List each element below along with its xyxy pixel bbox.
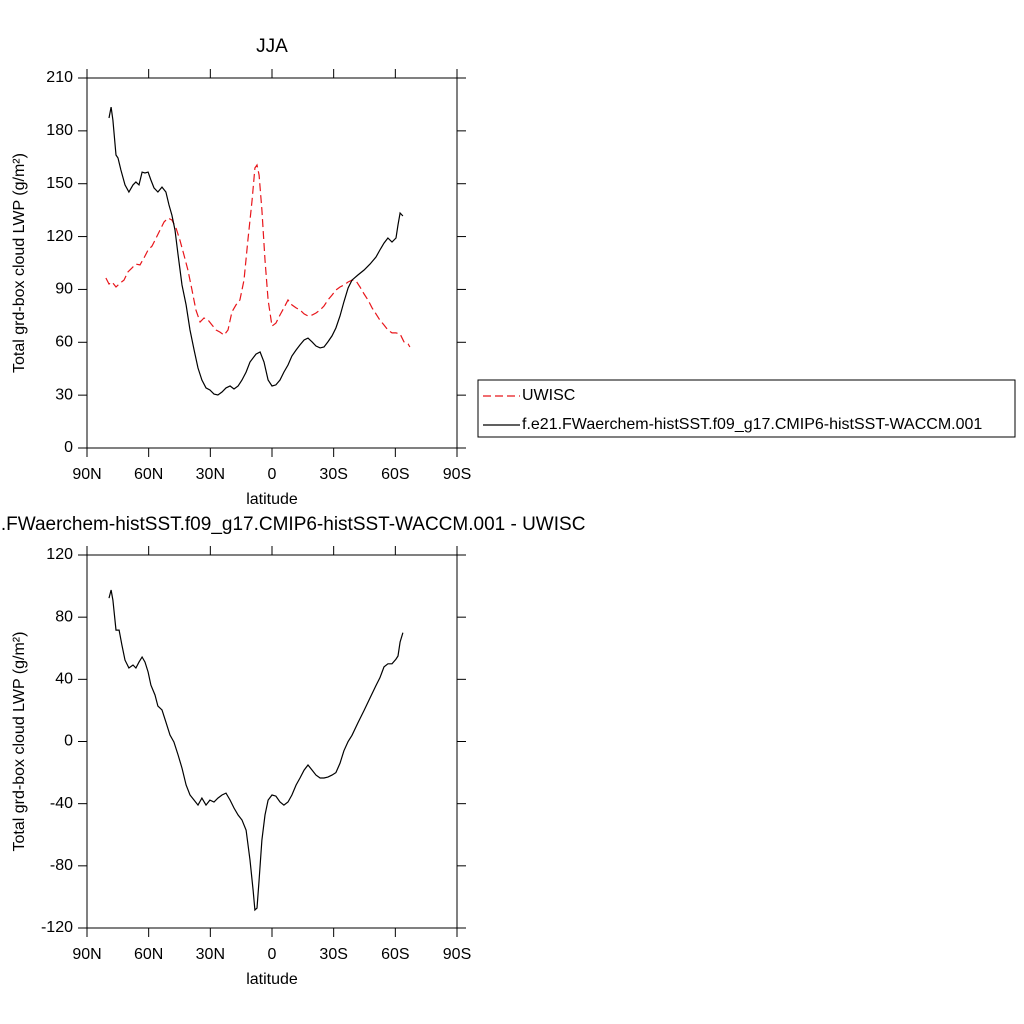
y-tick-label: 80 (55, 608, 73, 625)
x-tick-label: 60S (381, 946, 409, 963)
x-tick-label: 30N (196, 946, 225, 963)
y-tick-label: 90 (55, 281, 73, 298)
legend-label: UWISC (522, 387, 575, 404)
plot-frame (86, 554, 458, 929)
x-tick-label: 30S (319, 466, 347, 483)
y-tick-label: 30 (55, 386, 73, 403)
y-axis-label: Total grd-box cloud LWP (g/m²) (11, 153, 28, 373)
legend-label: f.e21.FWaerchem-histSST.f09_g17.CMIP6-hi… (522, 416, 982, 433)
x-axis-label: latitude (246, 491, 298, 508)
y-tick-label: 60 (55, 334, 73, 351)
x-tick-label: 90S (443, 946, 471, 963)
data-line (105, 163, 411, 348)
x-tick-label: 0 (268, 946, 277, 963)
plot-frame (86, 77, 458, 449)
chart-title: JJA (256, 36, 288, 57)
data-line (108, 589, 404, 912)
x-tick-label: 60N (134, 466, 163, 483)
y-tick-label: 0 (64, 733, 73, 750)
x-tick-label: 60S (381, 466, 409, 483)
legend-box (477, 379, 1016, 438)
y-tick-label: -80 (50, 857, 73, 874)
x-tick-label: 30S (319, 946, 347, 963)
y-axis-label: Total grd-box cloud LWP (g/m²) (11, 632, 28, 852)
x-tick-label: 60N (134, 946, 163, 963)
y-tick-label: 180 (46, 122, 73, 139)
y-tick-label: 0 (64, 439, 73, 456)
data-line (108, 106, 404, 396)
y-tick-label: 210 (46, 69, 73, 86)
y-tick-label: 120 (46, 546, 73, 563)
x-tick-label: 30N (196, 466, 225, 483)
y-tick-label: 40 (55, 671, 73, 688)
x-tick-label: 90N (72, 466, 101, 483)
chart-title: f.e21.FWaerchem-histSST.f09_g17.CMIP6-hi… (0, 514, 585, 535)
y-tick-label: -120 (41, 919, 73, 936)
y-tick-label: 150 (46, 175, 73, 192)
x-tick-label: 0 (268, 466, 277, 483)
y-tick-label: -40 (50, 795, 73, 812)
x-tick-label: 90N (72, 946, 101, 963)
y-tick-label: 120 (46, 228, 73, 245)
x-tick-label: 90S (443, 466, 471, 483)
x-axis-label: latitude (246, 971, 298, 988)
